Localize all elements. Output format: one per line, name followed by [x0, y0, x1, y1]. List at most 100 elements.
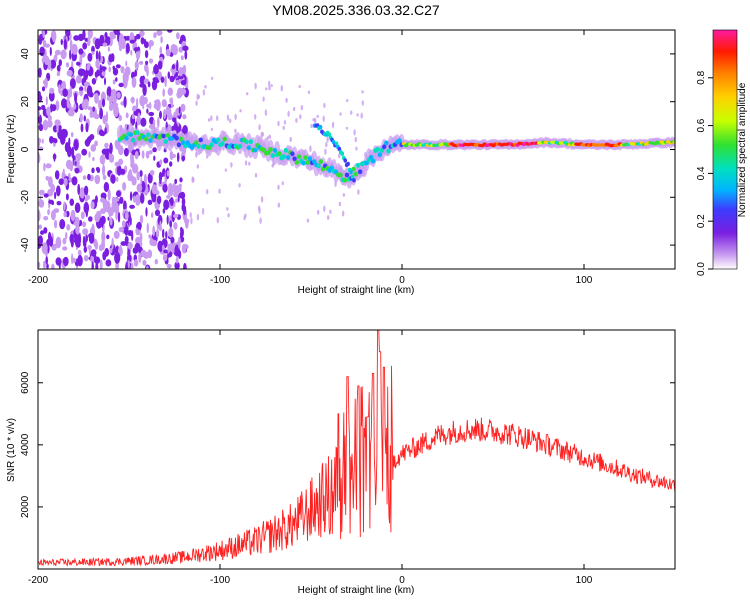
noise-blob [173, 123, 179, 132]
noise-blob [65, 193, 69, 201]
noise-blob [143, 78, 150, 84]
noise-blob [144, 50, 149, 59]
noise-blob [43, 216, 49, 221]
noise-blob [277, 202, 280, 208]
ridge-point [371, 158, 376, 164]
noise-blob [99, 259, 103, 269]
noise-blob [84, 196, 88, 202]
noise-blob [259, 217, 262, 225]
noise-blob [65, 232, 68, 240]
noise-blob [151, 192, 157, 203]
noise-blob [38, 67, 42, 78]
noise-blob [177, 75, 184, 80]
noise-blob [139, 83, 145, 88]
noise-blob [129, 204, 136, 209]
noise-blob [55, 257, 62, 266]
x-tick-label: -200 [28, 275, 48, 286]
noise-blob [121, 220, 126, 228]
ridge-point [246, 145, 251, 151]
ridge-point [124, 135, 129, 141]
ridge-point [353, 171, 358, 177]
ridge-point [130, 137, 136, 143]
noise-blob [89, 174, 94, 182]
noise-blob [87, 106, 92, 111]
noise-blob [162, 183, 168, 193]
noise-blob [338, 153, 341, 159]
noise-blob [167, 87, 173, 96]
noise-blob [83, 70, 89, 81]
noise-blob [244, 213, 247, 218]
noise-blob [71, 253, 74, 265]
noise-blob [123, 147, 129, 157]
noise-blob [260, 196, 264, 203]
ridge-point [379, 147, 385, 153]
noise-blob [95, 50, 99, 61]
noise-blob [157, 117, 160, 128]
noise-blob [94, 140, 98, 147]
noise-blob [41, 86, 46, 92]
noise-blob [65, 62, 70, 68]
ridge-point [397, 138, 402, 144]
noise-blob [323, 102, 326, 109]
noise-blob [119, 168, 126, 175]
noise-blob [172, 44, 178, 56]
noise-blob [342, 193, 346, 197]
noise-blob [41, 138, 44, 144]
noise-blob [111, 196, 116, 204]
ridge-point [220, 141, 225, 147]
ridge-point [128, 132, 133, 138]
noise-blob [180, 226, 183, 233]
noise-blob [83, 246, 88, 253]
noise-blob [69, 198, 75, 206]
ridge-point [312, 159, 317, 165]
secondary-ridge-point [340, 151, 345, 156]
noise-blob [98, 99, 103, 110]
noise-blob [146, 108, 149, 114]
noise-blob [244, 160, 248, 166]
colorbar-tick-label: 0.8 [696, 70, 707, 84]
noise-blob [229, 118, 232, 124]
noise-blob [53, 138, 58, 144]
noise-blob [118, 114, 122, 122]
colorbar-tick-label: 0.4 [696, 166, 707, 180]
ridge-point [355, 162, 361, 168]
noise-blob [155, 229, 160, 238]
noise-blob [120, 241, 127, 246]
ridge-point [672, 140, 675, 144]
noise-blob [218, 188, 221, 194]
ridge-point [303, 155, 308, 161]
noise-blob [45, 163, 52, 169]
noise-blob [216, 217, 219, 224]
noise-blob [66, 224, 71, 231]
noise-blob [38, 199, 45, 208]
noise-blob [94, 38, 101, 50]
noise-blob [69, 233, 74, 244]
ridge-point [384, 140, 389, 146]
noise-blob [143, 41, 149, 49]
noise-blob [62, 237, 67, 245]
ridge-point [357, 169, 363, 175]
noise-blob [56, 185, 61, 197]
noise-blob [257, 205, 261, 211]
noise-blob [355, 146, 358, 151]
noise-blob [277, 120, 280, 127]
noise-blob [152, 147, 157, 153]
ridge-point [174, 135, 179, 141]
noise-blob [77, 254, 83, 267]
noise-blob [112, 79, 116, 85]
noise-blob [62, 88, 68, 97]
noise-blob [104, 127, 107, 135]
noise-blob [99, 197, 106, 203]
noise-blob [281, 181, 284, 186]
snr-y-label: SNR (10 * v/v) [6, 418, 17, 482]
x-tick-label: -100 [210, 275, 230, 286]
y-tick-label: 2000 [20, 495, 31, 518]
noise-blob [306, 218, 310, 223]
ridge-point [270, 153, 275, 159]
noise-blob [107, 188, 111, 201]
noise-blob [211, 76, 214, 80]
noise-blob [226, 114, 230, 121]
noise-blob [71, 176, 78, 186]
noise-blob [179, 177, 183, 183]
noise-blob [111, 237, 114, 250]
